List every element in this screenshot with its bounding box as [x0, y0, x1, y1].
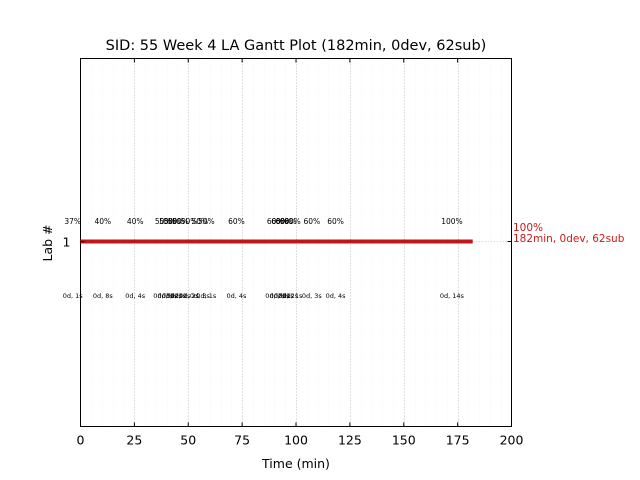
submission-detail: 0d, 1s: [63, 292, 84, 300]
x-tick-label: 0: [77, 433, 85, 448]
submission-score: 60%: [271, 217, 288, 226]
submission-detail: 0d, 8s: [93, 292, 114, 300]
submission-detail: 0d, 4s: [125, 292, 146, 300]
submission-score: 60%: [280, 217, 297, 226]
y-tick-label: 1: [63, 235, 71, 250]
submission-detail: 0d, 2s: [179, 292, 200, 300]
submission-detail: 0d, 3s: [190, 292, 211, 300]
x-tick-label: 75: [234, 433, 250, 448]
submission-score: 50%: [168, 217, 185, 226]
submission-detail: 0d, 14s: [440, 292, 465, 300]
submission-detail: 0d, 3s: [166, 292, 187, 300]
submission-score: 60%: [304, 217, 321, 226]
submission-detail: 0d, 2s: [278, 292, 299, 300]
y-axis-label: Lab #: [40, 224, 55, 261]
x-axis-label: Time (min): [261, 456, 330, 471]
end-label-line: 182min, 0dev, 62sub: [513, 233, 625, 245]
end-label-line: 100%: [513, 222, 543, 234]
submission-detail: 0d, 4s: [326, 292, 347, 300]
submission-detail: 0d, 2s: [170, 292, 191, 300]
submission-detail: 0d, 3s: [302, 292, 323, 300]
submission-score: 50%: [155, 217, 172, 226]
submission-score: 50%: [163, 217, 180, 226]
x-tick-label: 150: [392, 433, 416, 448]
submission-score: 100%: [441, 217, 462, 226]
chart-title: SID: 55 Week 4 LA Gantt Plot (182min, 0d…: [106, 38, 487, 54]
x-axis: 0 25 50 75 100 125 150 175 200: [77, 58, 524, 448]
submission-score: 50%: [159, 217, 176, 226]
x-tick-label: 50: [180, 433, 196, 448]
submission-detail: 0d, 3s: [153, 292, 174, 300]
submission-detail: 0d, 1s: [283, 292, 304, 300]
submission-score: 50%: [198, 217, 215, 226]
submission-score: 60%: [327, 217, 344, 226]
submission-score: 60%: [284, 217, 301, 226]
x-tick-label: 175: [446, 433, 470, 448]
submission-detail: 0d, 2s: [162, 292, 183, 300]
submission-score: 37%: [64, 217, 81, 226]
submission-detail: 0d, 2s: [265, 292, 286, 300]
submission-detail: 0d, 1s: [274, 292, 295, 300]
end-label: 100%182min, 0dev, 62sub: [513, 222, 625, 245]
submission-labels: 37% 0d, 1s 40% 0d, 8s 40% 0d, 4s 50% 0d, 3s 50% 0…: [63, 217, 465, 300]
submission-detail: 0d, 3s: [270, 292, 291, 300]
x-tick-label: 25: [126, 433, 142, 448]
submission-detail: 0d, 4s: [226, 292, 247, 300]
x-tick-label: 125: [338, 433, 362, 448]
submission-score: 60%: [267, 217, 284, 226]
submission-score: 50%: [181, 217, 198, 226]
x-tick-label: 100: [284, 433, 308, 448]
submission-score: 50%: [172, 217, 189, 226]
submission-score: 40%: [94, 217, 111, 226]
submission-detail: 0d, 3s: [158, 292, 179, 300]
y-axis: 1: [63, 235, 512, 250]
x-tick-label: 200: [500, 433, 524, 448]
submission-score: 40%: [127, 217, 144, 226]
submission-score: 60%: [276, 217, 293, 226]
submission-score: 50%: [191, 217, 208, 226]
submission-score: 60%: [228, 217, 245, 226]
submission-detail: 0d, 1s: [196, 292, 217, 300]
